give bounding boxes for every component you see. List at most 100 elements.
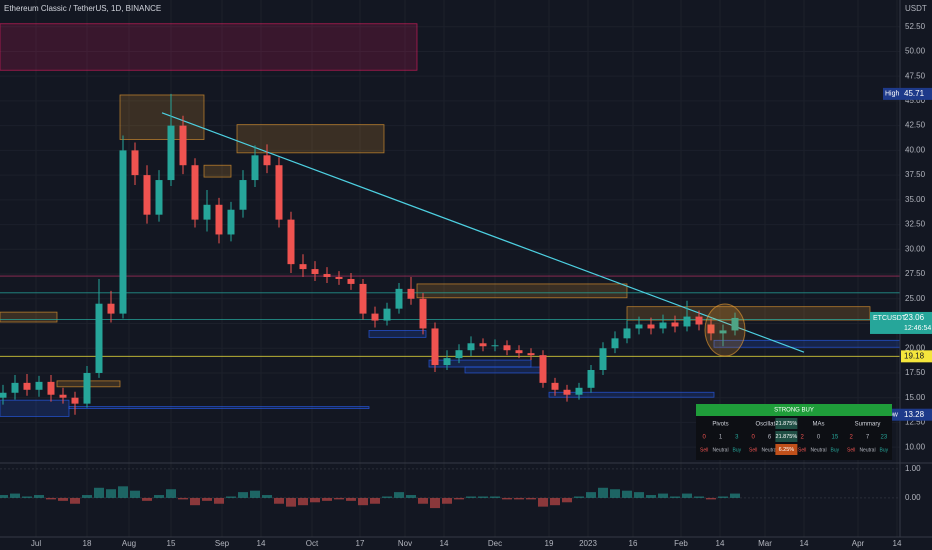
widget-count: 0 [702,435,706,441]
osc-bar [730,493,740,498]
osc-bar [406,495,416,498]
osc-bar [298,497,308,506]
candle-body [575,387,583,395]
y-tick-label: 15.00 [905,393,926,402]
widget-count: 1 [719,435,723,441]
zone [0,311,58,323]
candle-body [599,348,607,370]
osc-bar [226,496,236,498]
widget-label: Sell [700,447,708,453]
candle-body [191,165,199,220]
osc-bar [646,495,656,498]
osc-bar [598,487,608,498]
candle-body [335,277,343,279]
osc-bar [274,497,284,504]
osc-tick-label: 1.00 [905,464,921,473]
osc-bar [670,496,680,498]
osc-tick-label: 0.00 [905,493,921,502]
candle-body [431,328,439,366]
osc-bar [46,497,56,500]
candle-body [731,317,739,331]
zone [416,283,628,299]
candle-body [443,358,451,366]
x-tick-label: 14 [800,539,809,548]
x-tick-label: Feb [674,539,688,548]
candle-body [251,155,259,181]
osc-bar [658,493,668,498]
candle-body [635,324,643,329]
candle-body [491,345,499,347]
x-tick-label: 14 [893,539,902,548]
osc-bar [334,497,344,500]
y-tick-label: 52.50 [905,22,926,31]
candle-body [299,264,307,270]
candle-body [527,353,535,356]
y-tick-label: 50.00 [905,47,926,56]
candle-body [371,313,379,321]
x-tick-label: Aug [122,539,136,548]
osc-bar [610,489,620,498]
widget-percent: 21.875% [776,421,798,427]
widget-percent-bg [775,418,798,429]
candle-body [0,392,7,398]
widget-title: STRONG BUY [774,408,814,414]
candle-body [563,389,571,395]
candle-body [383,308,391,321]
y-tick-label: 25.00 [905,294,926,303]
candle-body [263,155,271,166]
osc-bar [550,497,560,506]
candle-body [671,322,679,327]
candle-body [227,209,235,235]
y-tick-label: 27.50 [905,269,926,278]
osc-bar [142,497,152,501]
x-tick-label: Nov [398,539,412,548]
widget-count: 23 [880,435,887,441]
x-tick-label: 14 [716,539,725,548]
last-price-bg [870,311,932,334]
osc-bar [358,497,368,506]
x-tick-label: 16 [629,539,638,548]
low-label-bg [901,408,932,421]
osc-bar [694,496,704,498]
y-tick-label: 32.50 [905,220,926,229]
widget-count: 0 [751,435,755,441]
osc-bar [94,487,104,498]
widget-column: Summary [855,422,881,428]
osc-bar [118,486,128,498]
widget-percent: 6.25% [779,447,795,453]
x-tick-label: 19 [545,539,554,548]
widget-label: Sell [798,447,806,453]
high-label-tag: High [885,91,900,98]
osc-bar [154,495,164,498]
osc-bar [82,495,92,498]
x-tick-label: 2023 [579,539,597,548]
widget-column: Pivots [712,422,728,428]
candle-body [35,381,43,390]
candle-body [467,343,475,351]
osc-bar [430,497,440,509]
candle-body [503,345,511,351]
candle-body [419,298,427,329]
zone [548,391,715,398]
osc-bar [58,497,68,501]
candle-body [611,338,619,349]
widget-count: 3 [735,435,739,441]
widget-label: Sell [847,447,855,453]
y-tick-label: 45.00 [905,96,926,105]
candle-body [143,175,151,215]
high-label-value: 45.71 [904,89,925,98]
candle-body [131,150,139,176]
candle-body [95,303,103,373]
y-tick-label: 10.00 [905,442,926,451]
osc-bar [286,497,296,507]
zone [68,406,370,409]
plot [0,23,901,417]
axis-unit: USDT [905,4,927,13]
widget-percent-bg [775,431,798,442]
osc-bar [718,496,728,498]
trend-line [161,112,805,353]
x-tick-label: Oct [306,539,319,548]
candle-body [11,382,19,393]
osc-bar [466,496,476,498]
candle-body [695,316,703,325]
